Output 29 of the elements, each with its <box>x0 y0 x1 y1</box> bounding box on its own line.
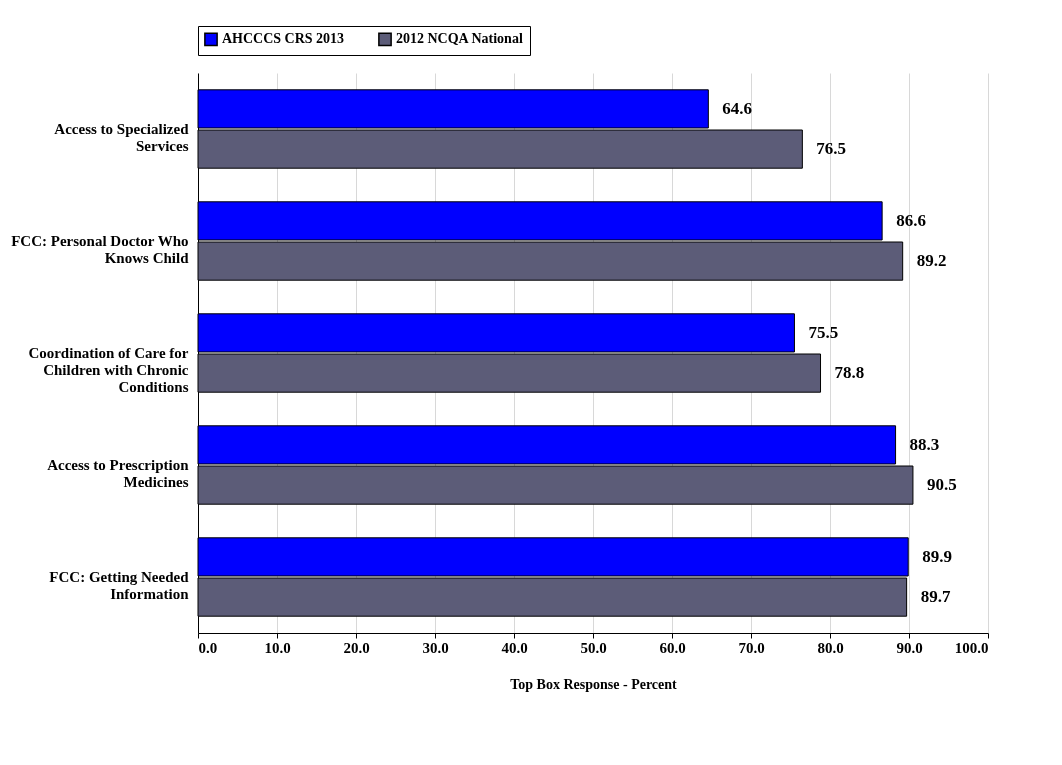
x-tick-label: 20.0 <box>343 639 370 656</box>
x-tick-label: 10.0 <box>264 639 291 656</box>
x-tick-label: 100.0 <box>954 639 989 656</box>
x-tick-label: 50.0 <box>580 639 607 656</box>
x-tick-label: 60.0 <box>659 639 686 656</box>
x-axis-title: Top Box Response - Percent <box>510 676 678 692</box>
legend-label: AHCCCS CRS 2013 <box>222 31 345 47</box>
data-label: 89.2 <box>916 251 947 271</box>
legend-label: 2012 NCQA National <box>396 31 523 47</box>
x-tick-label: 0.0 <box>198 639 218 656</box>
data-label: 76.5 <box>816 139 847 159</box>
data-label: 78.8 <box>834 363 865 383</box>
data-label: 90.5 <box>926 475 957 495</box>
x-tick-label: 80.0 <box>817 639 844 656</box>
x-tick-label: 70.0 <box>738 639 765 656</box>
y-tick-label: Access to Prescription Medicines <box>47 457 190 490</box>
y-tick-label: Access to Specialized Services <box>54 121 190 154</box>
data-label: 88.3 <box>909 434 940 454</box>
data-label: 64.6 <box>722 98 753 118</box>
y-tick-label: Coordination of Care for Children with Chronic Conditions <box>28 345 189 395</box>
data-label: 89.7 <box>920 587 951 607</box>
data-label: 86.6 <box>896 210 926 230</box>
data-label: 89.9 <box>922 546 952 566</box>
y-tick-label: FCC: Personal Doctor Who Knows Child <box>11 233 190 266</box>
x-tick-label: 90.0 <box>896 639 923 656</box>
x-tick-label: 40.0 <box>501 639 528 656</box>
x-tick-label: 30.0 <box>422 639 449 656</box>
data-label: 75.5 <box>808 322 839 342</box>
y-tick-label: FCC: Getting Needed Information <box>49 569 190 602</box>
